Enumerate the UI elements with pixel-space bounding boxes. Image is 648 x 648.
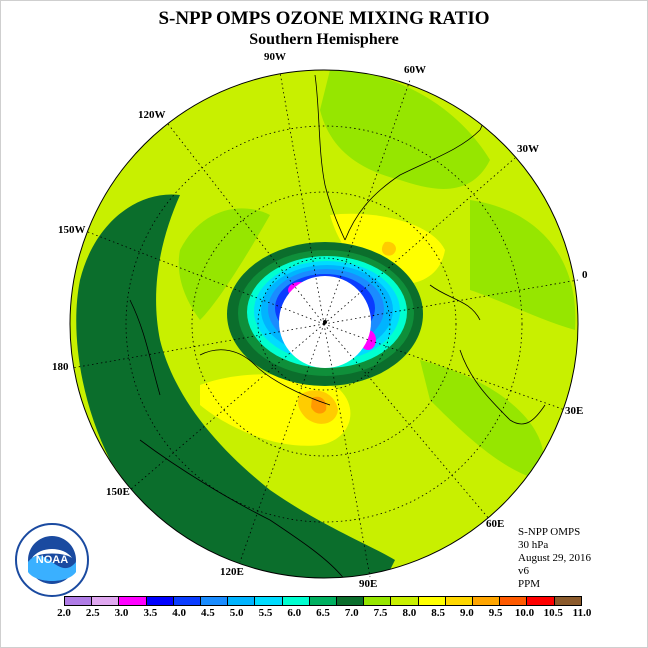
- longitude-labels: 90W 60W 30W 0 30E 60E 90E 120E 150E 180 …: [52, 51, 588, 590]
- noaa-logo-icon: NOAA: [15, 523, 89, 597]
- meridian-150e: [129, 323, 325, 491]
- colorbar-segment: [282, 597, 310, 605]
- colorbar-segment: [146, 597, 174, 605]
- colorbar-segment: [119, 597, 147, 605]
- coast-new-zealand: [129, 299, 161, 396]
- field-patch-north: [320, 70, 490, 189]
- colorbar-segment: [445, 597, 474, 605]
- lon-label-180: 180: [52, 361, 69, 373]
- product-info: S-NPP OMPS 30 hPa August 29, 2016 v6 PPM: [518, 526, 591, 591]
- map-title: S-NPP OMPS OZONE MIXING RATIO: [158, 8, 490, 29]
- info-unit: PPM: [518, 578, 541, 590]
- noaa-logo-text: NOAA: [36, 554, 68, 566]
- high-ozone-band: [76, 194, 395, 578]
- colorbar-segment: [201, 597, 229, 605]
- colorbar-segment: [92, 597, 120, 605]
- colorbar-segment: [500, 597, 528, 605]
- colorbar-segment: [228, 597, 256, 605]
- colorbar-tick-label: 4.5: [201, 607, 215, 619]
- lon-label-90e: 90E: [359, 578, 377, 590]
- colorbar-tick-label: 9.5: [488, 607, 503, 619]
- colorbar-tick-label: 4.0: [172, 607, 186, 619]
- coast-south-america-west: [314, 74, 346, 241]
- colorbar-segment: [173, 597, 202, 605]
- info-date: August 29, 2016: [518, 552, 592, 564]
- lon-label-60w: 60W: [404, 64, 426, 76]
- colorbar-tick-label: 3.5: [143, 607, 158, 619]
- colorbar-segment: [527, 597, 555, 605]
- map-boundary: [69, 69, 579, 579]
- colorbar-segment: [418, 597, 446, 605]
- colorbar-tick-label: 5.5: [258, 607, 273, 619]
- coast-antarctic-peninsula: [429, 284, 481, 321]
- lon-label-0: 0: [582, 269, 588, 281]
- colorbar-tick-label: 8.0: [402, 607, 417, 619]
- map-subtitle: Southern Hemisphere: [249, 31, 399, 48]
- meridians: [71, 71, 579, 578]
- lon-label-150e: 150E: [106, 486, 130, 498]
- colorbar-tick-label: 2.5: [85, 607, 100, 619]
- coast-australia-west: [139, 439, 346, 578]
- colorbar-segment: [391, 597, 419, 605]
- meridian-120e: [239, 323, 325, 563]
- colorbar-tick-label: 7.5: [373, 607, 388, 619]
- colorbar-segment: [65, 597, 93, 605]
- lon-label-90w: 90W: [264, 51, 286, 63]
- colorbar-segment: [309, 597, 338, 605]
- colorbar-segment: [364, 597, 392, 605]
- lon-label-150w: 150W: [58, 224, 86, 236]
- info-instrument: S-NPP OMPS: [518, 526, 581, 538]
- colorbar-tick-label: 10.5: [543, 607, 563, 619]
- map-field: [70, 70, 578, 578]
- colorbar-ticks: 2.0 2.5 3.0 3.5 4.0 4.5 5.0 5.5 6.0 6.5 7.0 7.5 8.0 8…: [57, 607, 591, 621]
- colorbar-tick-label: 9.0: [460, 607, 474, 619]
- coast-africa-south: [459, 349, 546, 425]
- coastlines: [129, 74, 546, 578]
- meridian-30w: [323, 157, 516, 325]
- lon-label-30e: 30E: [565, 405, 583, 417]
- info-level: 30 hPa: [518, 539, 549, 551]
- colorbar-tick-label: 2.0: [57, 607, 71, 619]
- colorbar-tick-label: 5.0: [229, 607, 244, 619]
- coast-australia-south: [199, 349, 331, 406]
- latitude-circles: [125, 125, 523, 523]
- latitude-circle-outer: [125, 125, 523, 523]
- warmer-spot-north: [381, 241, 396, 256]
- colorbar-tick-label: 6.0: [287, 607, 302, 619]
- orange-spot-south: [311, 396, 327, 414]
- south-pole-marker: [323, 320, 327, 324]
- latitude-circle-inner: [257, 257, 391, 391]
- meridian-150w: [87, 231, 325, 325]
- colorbar-tick-label: 8.5: [431, 607, 445, 619]
- lon-label-120w: 120W: [138, 109, 166, 121]
- field-patch-west: [178, 208, 270, 320]
- colorbar-segment: [554, 597, 581, 605]
- colorbar-tick-label: 10.0: [514, 607, 535, 619]
- colorbar-segment: [255, 597, 283, 605]
- meridian-120w: [167, 123, 325, 325]
- colorbar-tick-label: 3.0: [114, 607, 129, 619]
- colorbar-segment: [337, 597, 365, 605]
- latitude-circle-middle: [191, 191, 457, 457]
- colorbar-tick-label: 11.0: [572, 607, 592, 619]
- colorbar-segment: [473, 597, 501, 605]
- field-patch-east: [470, 200, 576, 330]
- info-version: v6: [518, 565, 529, 577]
- lon-label-120e: 120E: [220, 566, 244, 578]
- field-patch-southeast: [420, 360, 544, 480]
- lon-label-60e: 60E: [486, 518, 504, 530]
- colorbar-tick-label: 6.5: [316, 607, 330, 619]
- colorbar-tick-label: 7.0: [344, 607, 359, 619]
- colorbar: [64, 596, 582, 606]
- lon-label-30w: 30W: [517, 143, 539, 155]
